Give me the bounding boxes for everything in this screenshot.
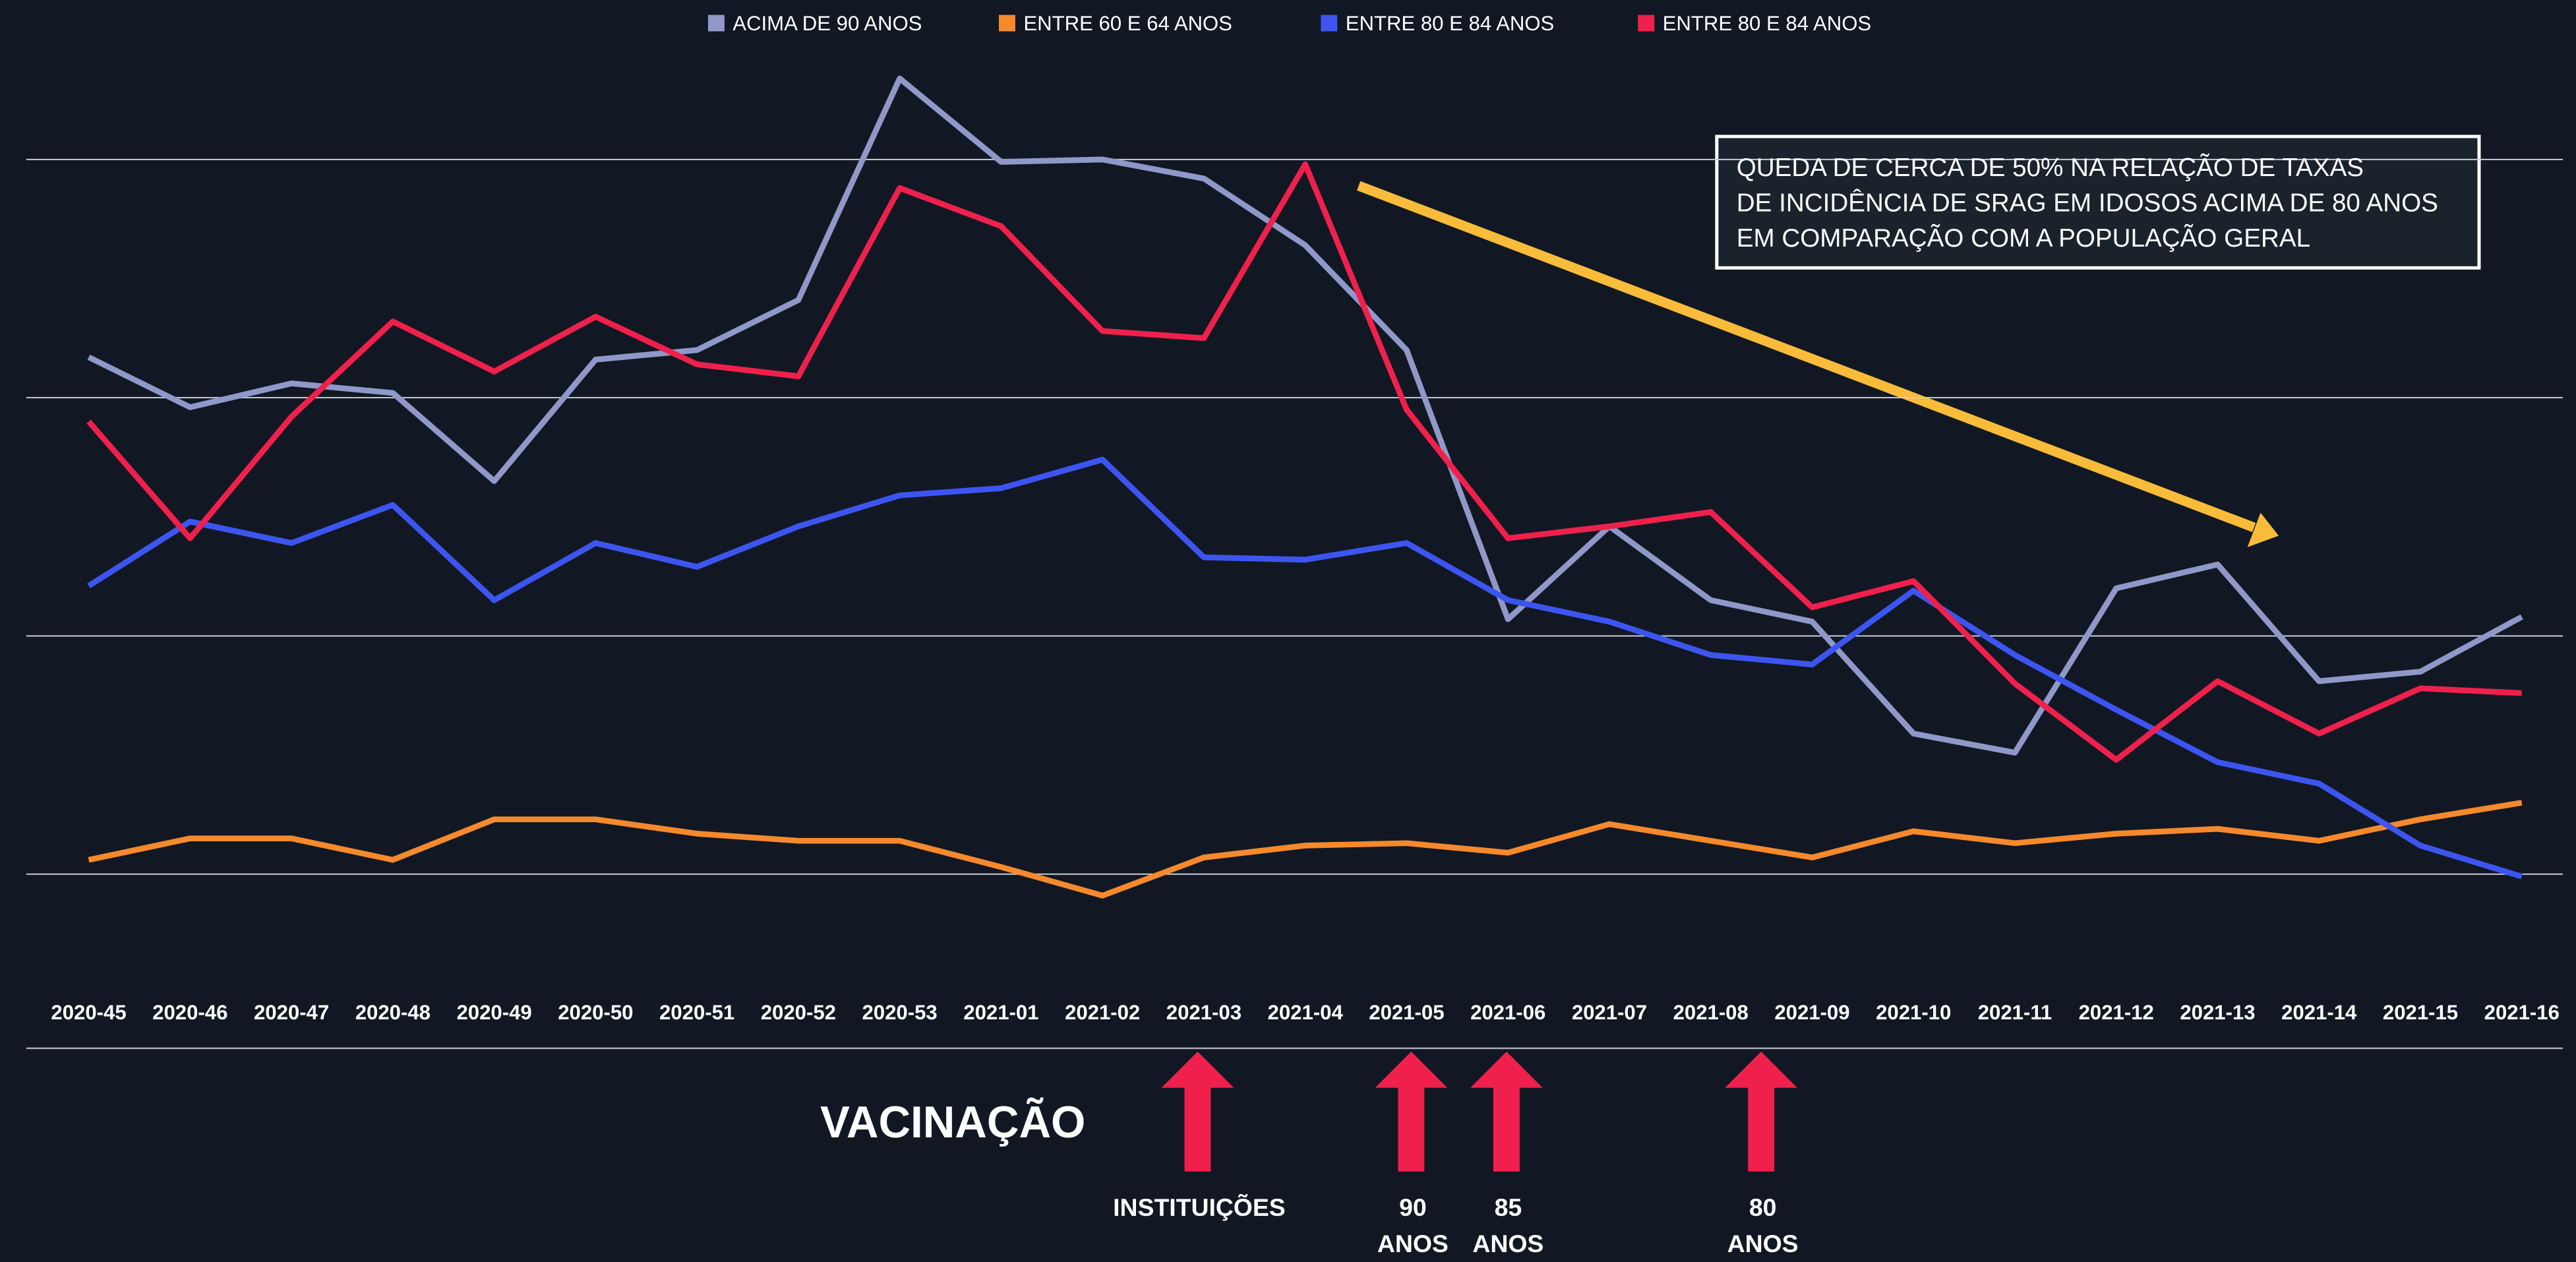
- series-line: [87, 75, 2523, 756]
- x-tick-label: 2021-09: [1774, 1001, 1849, 1024]
- x-tick-label: 2020-52: [761, 1001, 836, 1024]
- annotation-text: EM COMPARAÇÃO COM A POPULAÇÃO GERAL: [1737, 224, 2310, 253]
- x-tick-label: 2020-49: [456, 1001, 531, 1024]
- annotation-text: QUEDA DE CERCA DE 50% NA RELAÇÃO DE TAXA…: [1737, 154, 2364, 182]
- x-tick-label: 2021-04: [1268, 1001, 1344, 1024]
- x-tick-label: 2020-47: [254, 1001, 329, 1024]
- legend-swatch: [707, 15, 725, 32]
- legend-label: ENTRE 80 E 84 ANOS: [1346, 12, 1555, 35]
- x-tick-label: 2020-48: [355, 1001, 431, 1024]
- vaccination-arrow: [1725, 1051, 1797, 1172]
- vaccination-arrow: [1375, 1051, 1448, 1172]
- x-tick-label: 2021-07: [1572, 1001, 1647, 1024]
- x-tick-label: 2020-45: [51, 1001, 126, 1024]
- legend-label: ENTRE 60 E 64 ANOS: [1023, 12, 1232, 35]
- x-tick-label: 2021-11: [1978, 1001, 2052, 1024]
- x-tick-label: 2021-05: [1369, 1001, 1444, 1024]
- x-tick-label: 2021-13: [2180, 1001, 2255, 1024]
- x-tick-label: 2020-51: [659, 1001, 734, 1024]
- x-tick-label: 2021-06: [1470, 1001, 1545, 1024]
- vaccination-label: 80: [1749, 1193, 1777, 1221]
- x-tick-label: 2021-15: [2383, 1001, 2458, 1024]
- series-line: [86, 161, 2522, 763]
- legend-swatch: [1638, 15, 1655, 32]
- x-tick-label: 2021-10: [1876, 1001, 1951, 1024]
- trend-arrow: [1356, 181, 2256, 533]
- annotation-text: DE INCIDÊNCIA DE SRAG EM IDOSOS ACIMA DE…: [1737, 189, 2438, 218]
- series-line: [88, 800, 2523, 899]
- vaccination-label: ANOS: [1727, 1230, 1799, 1257]
- legend-label: ENTRE 80 E 84 ANOS: [1663, 12, 1872, 35]
- legend-swatch: [998, 15, 1015, 32]
- x-tick-label: 2020-46: [152, 1001, 227, 1024]
- trend-arrow-head: [2247, 512, 2279, 547]
- series-line: [87, 456, 2523, 880]
- vaccination-label: 90: [1399, 1193, 1427, 1221]
- vaccination-label: ANOS: [1472, 1230, 1543, 1257]
- x-tick-label: 2021-02: [1065, 1001, 1140, 1024]
- vaccination-label: INSTITUIÇÕES: [1113, 1193, 1286, 1221]
- x-tick-label: 2020-50: [558, 1001, 633, 1024]
- legend-label: ACIMA DE 90 ANOS: [733, 12, 922, 35]
- x-tick-label: 2021-08: [1673, 1001, 1749, 1024]
- x-tick-label: 2021-12: [2079, 1001, 2154, 1024]
- vaccination-arrow: [1161, 1051, 1234, 1172]
- vaccination-label: ANOS: [1377, 1230, 1449, 1257]
- vaccination-title: VACINAÇÃO: [820, 1098, 1085, 1147]
- annotation-box: [1715, 135, 2481, 270]
- x-tick-label: 2020-53: [862, 1001, 938, 1024]
- vaccination-arrow: [1470, 1051, 1543, 1172]
- x-tick-label: 2021-01: [963, 1001, 1038, 1024]
- legend-swatch: [1321, 15, 1338, 32]
- x-tick-label: 2021-03: [1166, 1001, 1242, 1024]
- x-tick-label: 2021-16: [2484, 1001, 2560, 1024]
- x-tick-label: 2021-14: [2281, 1001, 2357, 1024]
- vaccination-label: 85: [1495, 1193, 1522, 1221]
